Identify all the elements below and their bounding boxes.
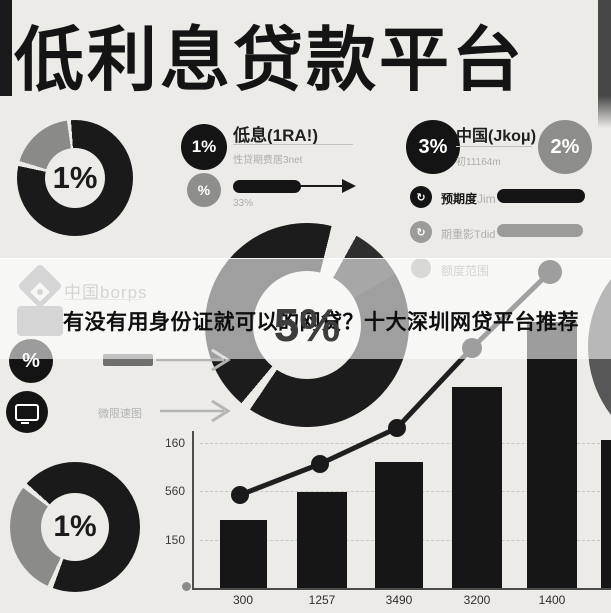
bottom-row2-label: 微限速图 bbox=[98, 408, 142, 420]
row1-label-light: Jim bbox=[477, 192, 496, 206]
monitor-badge bbox=[6, 391, 48, 433]
divider bbox=[456, 146, 532, 147]
stat-badge-2pct-text: 2% bbox=[550, 135, 580, 158]
stat-right-subtext: 初11164m bbox=[456, 157, 501, 168]
bar-6-partial bbox=[601, 440, 611, 588]
arrow-head-icon bbox=[211, 399, 231, 423]
row1-bar bbox=[497, 189, 585, 203]
row2-bar bbox=[497, 224, 583, 237]
divider bbox=[233, 144, 353, 145]
overlay-band bbox=[0, 258, 611, 359]
monitor-icon bbox=[15, 403, 39, 424]
x-axis bbox=[192, 588, 611, 590]
origin-dot bbox=[182, 582, 191, 591]
bar-2 bbox=[297, 492, 347, 588]
row1-label: 预期度Jim bbox=[441, 190, 496, 207]
y-tick-low: 150 bbox=[164, 533, 185, 547]
stat-badge-percent: % bbox=[187, 173, 221, 207]
x-tick-1: 300 bbox=[232, 593, 254, 607]
stat-left-subtext2: 33% bbox=[233, 198, 254, 209]
cropped-glyph-left-strip bbox=[0, 0, 12, 96]
bar-1 bbox=[220, 520, 267, 588]
stat-right-label: 中国(Jkoμ) bbox=[456, 128, 537, 145]
page-title: 低利息贷款平台 bbox=[14, 21, 525, 99]
article-headline: 有没有用身份证就可以的网贷？十大深圳网贷平台推荐 bbox=[63, 311, 579, 334]
donut-chart-top-left: 1% bbox=[17, 120, 133, 236]
stat-badge-3pct-text: 3% bbox=[418, 135, 448, 158]
stat-left-subtext: 性贷期费居3net bbox=[233, 155, 303, 166]
donut-chart-bottom-left: 1% bbox=[10, 462, 140, 592]
stat-badge-1pct-text: 1% bbox=[191, 137, 217, 156]
y-axis bbox=[192, 431, 194, 589]
trend-point-3 bbox=[388, 419, 406, 437]
stat-badge-1pct: 1% bbox=[181, 124, 227, 170]
y-tick-mid: 560 bbox=[164, 484, 185, 498]
bar-5 bbox=[527, 322, 577, 588]
progress-pill-left bbox=[233, 180, 301, 193]
trend-point-1 bbox=[231, 486, 249, 504]
stat-left-label: 低息(1RA!) bbox=[233, 126, 318, 145]
donut-center-value: 5% bbox=[273, 299, 341, 351]
stat-badge-3pct: 3% bbox=[406, 120, 460, 174]
y-tick-160: 160 bbox=[164, 436, 185, 450]
stat-badge-2pct: 2% bbox=[538, 120, 592, 174]
row2-bullet-icon: ↻ bbox=[410, 221, 432, 243]
row2-label: 期重影Tdid bbox=[441, 229, 496, 241]
row1-label-strong: 预期度 bbox=[441, 192, 478, 206]
trend-point-2 bbox=[311, 455, 329, 473]
x-tick-4: 3200 bbox=[463, 593, 491, 607]
stat-badge-percent-text: % bbox=[197, 182, 211, 198]
x-tick-5: 1400 bbox=[538, 593, 566, 607]
cropped-glyph-right-strip bbox=[598, 0, 611, 128]
bar-4 bbox=[452, 387, 502, 588]
donut-bottom-left-value: 1% bbox=[53, 510, 97, 543]
x-tick-2: 1257 bbox=[308, 593, 336, 607]
bar-3 bbox=[375, 462, 423, 588]
row1-bullet-icon: ↻ bbox=[410, 186, 432, 208]
donut-top-left-value: 1% bbox=[52, 160, 98, 195]
x-tick-3: 3490 bbox=[385, 593, 413, 607]
gridline bbox=[200, 443, 605, 444]
arrow-head-icon bbox=[342, 179, 356, 193]
